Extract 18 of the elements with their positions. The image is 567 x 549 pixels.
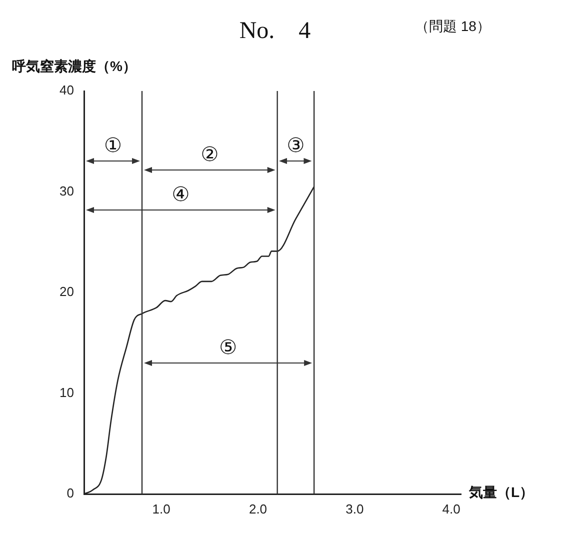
annotation: ⑤: [218, 334, 238, 359]
x-tick-label: 3.0: [346, 501, 364, 516]
y-tick-label: 30: [60, 183, 74, 198]
y-tick-label: 20: [60, 284, 74, 300]
x-tick-label: 4.0: [442, 501, 460, 516]
x-tick-label: 2.0: [248, 501, 268, 516]
annotation: ②: [200, 142, 220, 166]
annotation: ④: [170, 182, 191, 206]
x-tick-label: 1.0: [152, 501, 170, 516]
y-axis-title: 呼気窒素濃度（%）: [12, 58, 136, 76]
annotation: ③: [286, 133, 306, 158]
y-tick-label: 10: [60, 384, 74, 400]
chart-title: No. 4: [238, 17, 312, 46]
chart-subtitle: （問題 18）: [415, 18, 490, 36]
x-axis-title: 気量（L）: [469, 484, 534, 502]
y-tick-label: 40: [60, 82, 74, 98]
annotation: ①: [103, 133, 123, 158]
y-tick-label: 0: [66, 486, 74, 501]
